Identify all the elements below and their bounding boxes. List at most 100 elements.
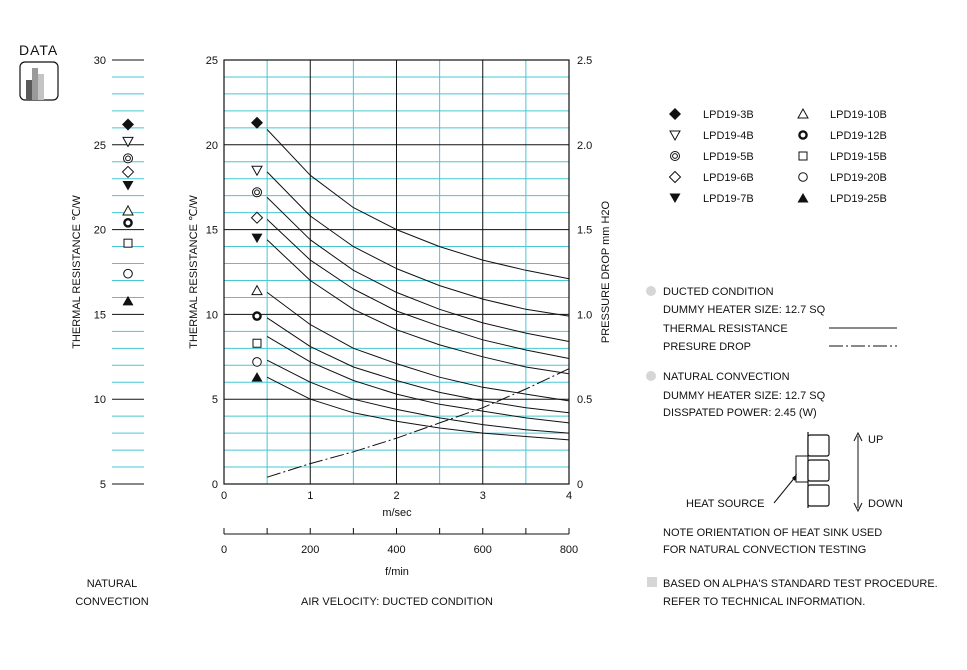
legend-marker-lpd19-10b xyxy=(797,107,809,119)
natural-bullet-icon xyxy=(646,371,656,381)
legend-marker-lpd19-7b-shape xyxy=(669,193,681,203)
series-marker-lpd19-10b xyxy=(251,284,263,296)
x-axis-title-ms: m/sec xyxy=(382,507,412,519)
natural-marker-lpd19-7b-shape xyxy=(122,181,134,191)
legend-marker-lpd19-6b-shape xyxy=(668,170,682,184)
series-marker-lpd19-20b xyxy=(252,357,262,367)
legend-marker-lpd19-15b xyxy=(798,151,808,161)
legend-marker-lpd19-7b xyxy=(669,193,681,203)
ducted-notes: DUCTED CONDITION DUMMY HEATER SIZE: 12.7… xyxy=(646,286,897,419)
left-axis-title: THERMAL RESISTANCE ℃/W xyxy=(188,195,200,349)
series-marker-lpd19-5b-inner xyxy=(254,189,260,196)
natural-marker-lpd19-25b-shape xyxy=(122,295,134,306)
natural-y-axis-title: THERMAL RESISTANCE ℃/W xyxy=(71,195,83,349)
ducted-title: DUCTED CONDITION xyxy=(663,286,774,298)
heat-sink-fin-bottom xyxy=(807,484,830,507)
right-y-tick-label: 2.0 xyxy=(577,140,592,152)
procedure-bullet-icon xyxy=(647,577,657,587)
left-y-tick-label: 25 xyxy=(206,55,218,67)
natural-marker-lpd19-6b-shape xyxy=(121,165,135,179)
legend-marker-lpd19-15b-shape xyxy=(798,151,808,161)
natural-marker-lpd19-10b-shape xyxy=(122,204,134,216)
legend-label-lpd19-12b: LPD19-12B xyxy=(830,130,887,142)
natural-y-tick-label: 5 xyxy=(100,479,106,491)
natural-marker-lpd19-7b xyxy=(122,181,134,191)
procedure-note-line2: REFER TO TECHNICAL INFORMATION. xyxy=(663,596,865,608)
series-line-lpd19-10b xyxy=(266,291,570,402)
series-marker-lpd19-25b-shape xyxy=(251,372,263,382)
ducted-heater-size: DUMMY HEATER SIZE: 12.7 SQ xyxy=(663,304,826,316)
orientation-note-line2: FOR NATURAL CONVECTION TESTING xyxy=(663,544,866,556)
series-marker-lpd19-5b xyxy=(252,187,262,198)
chart-caption: AIR VELOCITY: DUCTED CONDITION xyxy=(301,596,493,608)
series-marker-lpd19-12b xyxy=(252,311,262,321)
series-marker-lpd19-3b-shape xyxy=(251,116,263,129)
series-marker-lpd19-7b-shape xyxy=(251,233,263,244)
series-marker-lpd19-15b xyxy=(252,338,262,348)
legend-marker-lpd19-3b-shape xyxy=(669,108,681,120)
legend: LPD19-3B LPD19-10B LPD19-4B LPD19-12B LPD19-… xyxy=(668,107,887,205)
pressure-drop-line xyxy=(266,368,570,478)
left-y-tick-label: 15 xyxy=(206,225,218,237)
x-axis-title-fmin: f/min xyxy=(385,566,409,578)
dissipated-power: DISSPATED POWER: 2.45 (W) xyxy=(663,407,817,419)
series-line-lpd19-5b xyxy=(266,197,570,342)
series-line-lpd19-3b xyxy=(266,129,570,280)
natural-marker-lpd19-15b-shape xyxy=(123,238,133,248)
series-marker-lpd19-12b-shape xyxy=(252,311,262,321)
series-line-lpd19-4b xyxy=(266,171,570,317)
natural-marker-lpd19-15b xyxy=(123,238,133,248)
natural-convection-panel: 30 25 20 15 10 5 xyxy=(94,55,144,491)
legend-label-lpd19-10b: LPD19-10B xyxy=(830,109,887,121)
natural-y-tick-label: 10 xyxy=(94,394,106,406)
x-tick-label-fmin: 0 xyxy=(221,544,227,556)
natural-y-tick-label: 25 xyxy=(94,140,106,152)
legend-label-lpd19-20b: LPD19-20B xyxy=(830,172,887,184)
legend-marker-lpd19-5b-inner xyxy=(672,153,678,159)
plot-frame xyxy=(223,59,570,485)
series-line-lpd19-12b xyxy=(266,317,570,414)
x-tick-label-fmin: 800 xyxy=(560,544,578,556)
legend-marker-lpd19-4b xyxy=(669,130,681,142)
legend-marker-lpd19-12b-shape xyxy=(798,130,808,140)
right-y-tick-label: 2.5 xyxy=(577,55,592,67)
legend-label-lpd19-15b: LPD19-15B xyxy=(830,151,887,163)
left-y-tick-label: 5 xyxy=(212,394,218,406)
legend-marker-lpd19-10b-shape xyxy=(797,107,809,119)
data-tab-label: DATA xyxy=(19,42,58,58)
natural-marker-lpd19-20b-shape xyxy=(123,268,133,279)
left-y-tick-label: 0 xyxy=(212,479,218,491)
legend-marker-lpd19-12b xyxy=(798,130,808,140)
x-tick-label-ms: 4 xyxy=(566,490,572,502)
right-y-tick-label: 1.0 xyxy=(577,309,592,321)
x-tick-label-ms: 1 xyxy=(307,490,313,502)
right-y-tick-label: 0.5 xyxy=(577,394,592,406)
natural-marker-lpd19-6b xyxy=(121,165,135,179)
natural-marker-lpd19-20b xyxy=(123,268,133,279)
heat-source-label: HEAT SOURCE xyxy=(686,498,764,510)
natural-marker-lpd19-5b-inner xyxy=(125,155,131,162)
down-label: DOWN xyxy=(868,498,903,510)
series-line-lpd19-25b xyxy=(266,376,570,441)
thermal-resistance-key: THERMAL RESISTANCE xyxy=(663,323,788,335)
orientation-note-line1: NOTE ORIENTATION OF HEAT SINK USED xyxy=(663,527,882,539)
series-marker-lpd19-3b xyxy=(251,116,263,129)
legend-marker-lpd19-20b-shape xyxy=(798,172,808,182)
legend-label-lpd19-6b: LPD19-6B xyxy=(703,172,754,184)
heat-sink-fin-middle xyxy=(807,459,830,482)
series-marker-lpd19-10b-shape xyxy=(251,284,263,296)
natural-title: NATURAL CONVECTION xyxy=(663,371,790,383)
legend-marker-lpd19-5b xyxy=(670,151,680,161)
legend-label-lpd19-5b: LPD19-5B xyxy=(703,151,754,163)
natural-y-tick-label: 15 xyxy=(94,309,106,321)
legend-marker-lpd19-4b-shape xyxy=(669,130,681,142)
right-y-tick-label: 1.5 xyxy=(577,225,592,237)
natural-marker-lpd19-4b-shape xyxy=(122,136,134,148)
legend-label-lpd19-7b: LPD19-7B xyxy=(703,193,754,205)
up-label: UP xyxy=(868,434,883,446)
natural-y-tick-label: 20 xyxy=(94,225,106,237)
legend-marker-lpd19-6b xyxy=(668,170,682,184)
legend-marker-lpd19-3b xyxy=(669,108,681,120)
natural-y-tick-label: 30 xyxy=(94,55,106,67)
